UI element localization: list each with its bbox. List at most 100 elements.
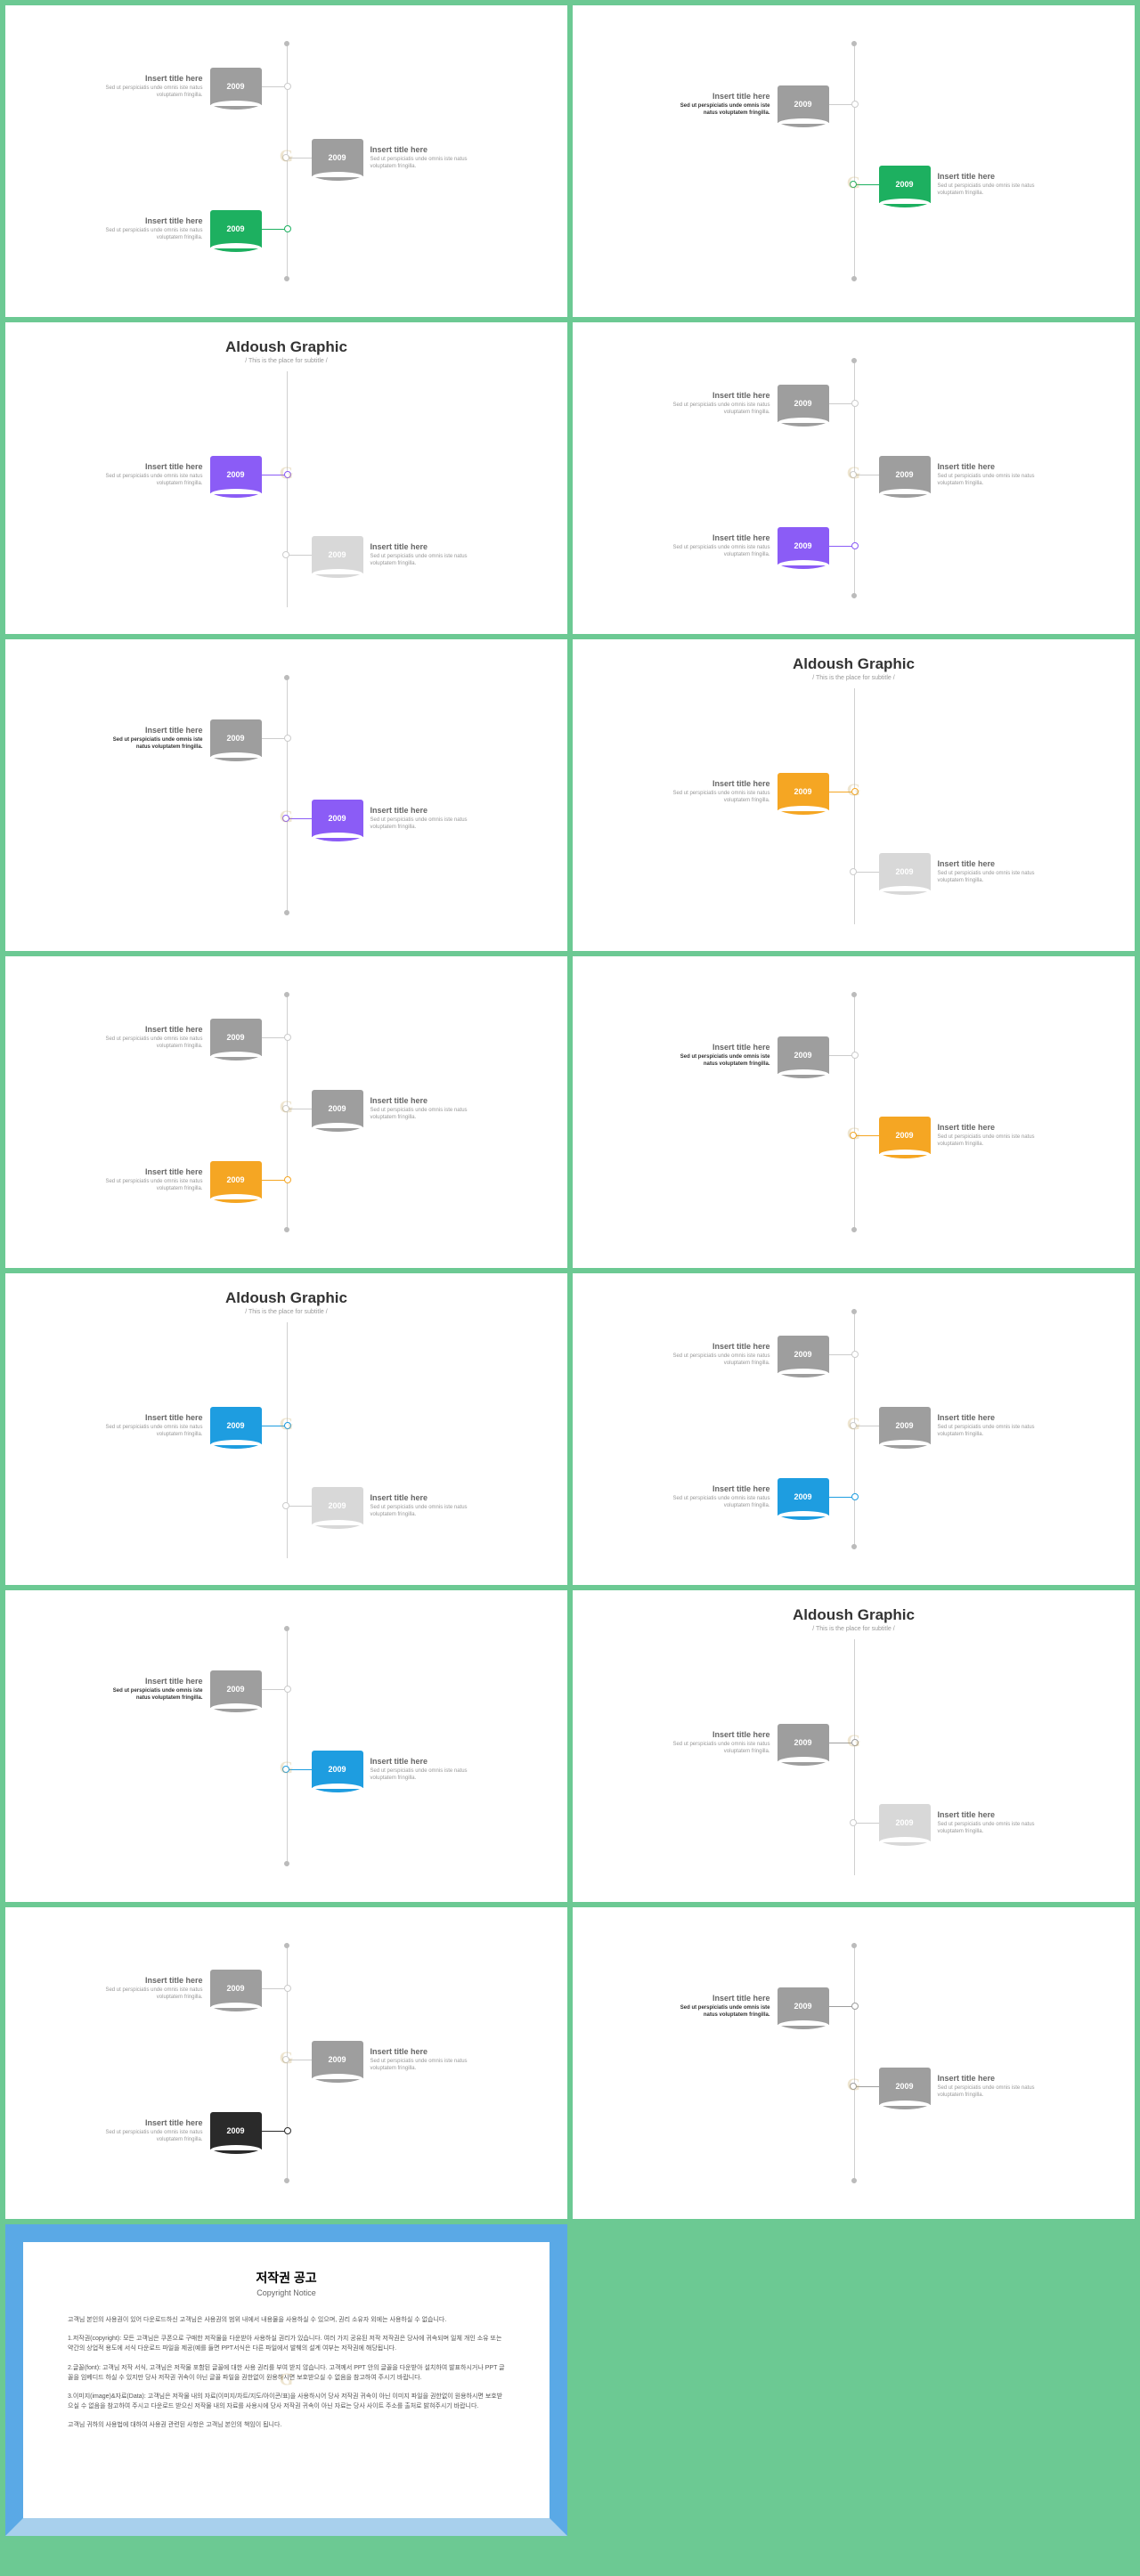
connector [854, 1823, 879, 1824]
item-text: Insert title hereSed ut perspiciatis und… [94, 1167, 210, 1193]
timeline-slide: Insert title here Sed ut perspiciatis und… [573, 956, 1135, 1268]
connector [829, 1055, 854, 1056]
timeline-item: Insert title hereSed ut perspiciatis und… [662, 385, 854, 422]
item-title: Insert title here [370, 1096, 472, 1105]
item-desc: Sed ut perspiciatis unde omnis iste natu… [669, 545, 770, 559]
item-title: Insert title here [370, 542, 472, 551]
item-text: Insert title here Sed ut perspiciatis und… [931, 1123, 1046, 1149]
axis-cap-icon [851, 992, 857, 997]
connector-dot-icon [282, 551, 289, 558]
timeline-item: Insert title hereSed ut perspiciatis und… [94, 2112, 287, 2149]
item-desc: Sed ut perspiciatis unde omnis iste natu… [669, 402, 770, 417]
item-desc: Sed ut perspiciatis unde omnis iste natu… [669, 103, 770, 118]
item-desc: Sed ut perspiciatis unde omnis iste natu… [938, 871, 1039, 885]
connector-dot-icon [851, 1739, 859, 1746]
year-flag: 2009 [210, 1670, 262, 1708]
year-label: 2009 [226, 470, 244, 479]
connector [287, 818, 312, 819]
item-title: Insert title here [102, 1677, 203, 1686]
item-desc: Sed ut perspiciatis unde omnis iste natu… [938, 1134, 1039, 1149]
axis-cap-icon [284, 1943, 289, 1948]
year-flag: 2009 [778, 1036, 829, 1074]
item-desc: Sed ut perspiciatis unde omnis iste natu… [938, 1822, 1039, 1836]
timeline-slide: Aldoush Graphic/ This is the place for s… [573, 639, 1135, 951]
axis-cap-icon [284, 276, 289, 281]
year-flag: 2009 [879, 456, 931, 493]
year-flag: 2009 [210, 1970, 262, 2007]
copyright-para: 2.글꼴(font): 고객님 저작 서식, 고객님은 저작물 포함된 글꼴에 … [68, 2363, 505, 2383]
item-desc: Sed ut perspiciatis unde omnis iste natu… [669, 791, 770, 805]
year-flag: 2009 [879, 1117, 931, 1154]
timeline-item: Insert title here Sed ut perspiciatis und… [287, 536, 479, 573]
timeline-slide: Insert title here Sed ut perspiciatis und… [573, 1273, 1135, 1585]
slide-title: Aldoush Graphic [5, 1289, 567, 1307]
axis-cap-icon [284, 910, 289, 915]
timeline-slide: Aldoush Graphic/ This is the place for s… [573, 1590, 1135, 1902]
item-text: Insert title hereSed ut perspiciatis und… [931, 859, 1046, 885]
item-desc: Sed ut perspiciatis unde omnis iste natu… [370, 157, 472, 171]
timeline-item: Insert title here Sed ut perspiciatis und… [854, 1117, 1046, 1154]
item-desc: Sed ut perspiciatis unde omnis iste natu… [669, 1496, 770, 1510]
item-title: Insert title here [669, 1342, 770, 1351]
item-title: Insert title here [370, 806, 472, 815]
item-title: Insert title here [938, 462, 1039, 471]
item-desc: Sed ut perspiciatis unde omnis iste natu… [370, 2059, 472, 2073]
timeline-slide: Insert title here Sed ut perspiciatis und… [573, 322, 1135, 634]
year-label: 2009 [226, 1685, 244, 1694]
connector [262, 86, 287, 87]
timeline-item: Insert title hereSed ut perspiciatis und… [662, 85, 854, 123]
axis-cap-icon [851, 1309, 857, 1314]
item-desc: Sed ut perspiciatis unde omnis iste natu… [102, 1425, 203, 1439]
year-flag: 2009 [210, 2112, 262, 2149]
year-flag: 2009 [312, 800, 363, 837]
timeline-item: Insert title hereSed ut perspiciatis und… [854, 2068, 1046, 2105]
item-desc: Sed ut perspiciatis unde omnis iste natu… [669, 1353, 770, 1368]
connector-dot-icon [851, 542, 859, 549]
item-text: Insert title hereSed ut perspiciatis und… [662, 92, 778, 118]
year-flag: 2009 [778, 85, 829, 123]
timeline-slide: Insert title here Sed ut perspiciatis und… [5, 956, 567, 1268]
connector [854, 2086, 879, 2087]
timeline-item: Insert title hereSed ut perspiciatis und… [287, 800, 479, 837]
axis-cap-icon [851, 358, 857, 363]
connector-dot-icon [284, 225, 291, 232]
item-title: Insert title here [938, 2074, 1039, 2083]
connector-dot-icon [284, 735, 291, 742]
timeline-item: Insert title hereSed ut perspiciatis und… [662, 1724, 854, 1761]
timeline-item: Insert title here Sed ut perspiciatis und… [94, 1407, 287, 1444]
timeline-slide: Insert title hereSed ut perspiciatis und… [573, 5, 1135, 317]
item-title: Insert title here [938, 1123, 1039, 1132]
year-flag: 2009 [312, 2041, 363, 2078]
item-desc: Sed ut perspiciatis unde omnis iste natu… [102, 737, 203, 752]
timeline-slide: Aldoush Graphic/ This is the place for s… [5, 322, 567, 634]
item-desc: Sed ut perspiciatis unde omnis iste natu… [102, 1179, 203, 1193]
item-text: Insert title here Sed ut perspiciatis und… [662, 1342, 778, 1368]
item-desc: Sed ut perspiciatis unde omnis iste natu… [102, 1688, 203, 1702]
item-desc: Sed ut perspiciatis unde omnis iste natu… [370, 554, 472, 568]
connector [262, 1180, 287, 1181]
item-title: Insert title here [370, 145, 472, 154]
copyright-para: 3.이미지(image)&자료(Data): 고객님은 저작물 내의 자료(이미… [68, 2392, 505, 2411]
item-text: Insert title hereSed ut perspiciatis und… [363, 2047, 479, 2073]
item-text: Insert title hereSed ut perspiciatis und… [662, 1730, 778, 1756]
connector [262, 1037, 287, 1038]
axis-cap-icon [284, 2178, 289, 2183]
year-flag: 2009 [312, 536, 363, 573]
connector-dot-icon [850, 2083, 857, 2090]
year-label: 2009 [328, 2055, 346, 2064]
item-title: Insert title here [669, 1484, 770, 1493]
year-label: 2009 [226, 1421, 244, 1430]
timeline-item: Insert title hereSed ut perspiciatis und… [854, 166, 1046, 203]
year-label: 2009 [794, 100, 811, 109]
item-title: Insert title here [102, 1413, 203, 1422]
connector [262, 738, 287, 739]
year-flag: 2009 [879, 1804, 931, 1841]
timeline-axis [287, 675, 288, 915]
item-text: Insert title hereSed ut perspiciatis und… [363, 1757, 479, 1783]
item-text: Insert title here Sed ut perspiciatis und… [363, 145, 479, 171]
connector-dot-icon [282, 1105, 289, 1112]
timeline-item: Insert title hereSed ut perspiciatis und… [662, 1036, 854, 1074]
timeline-item: Insert title hereSed ut perspiciatis und… [94, 1161, 287, 1199]
item-text: Insert title hereSed ut perspiciatis und… [662, 533, 778, 559]
connector-dot-icon [284, 1985, 291, 1992]
